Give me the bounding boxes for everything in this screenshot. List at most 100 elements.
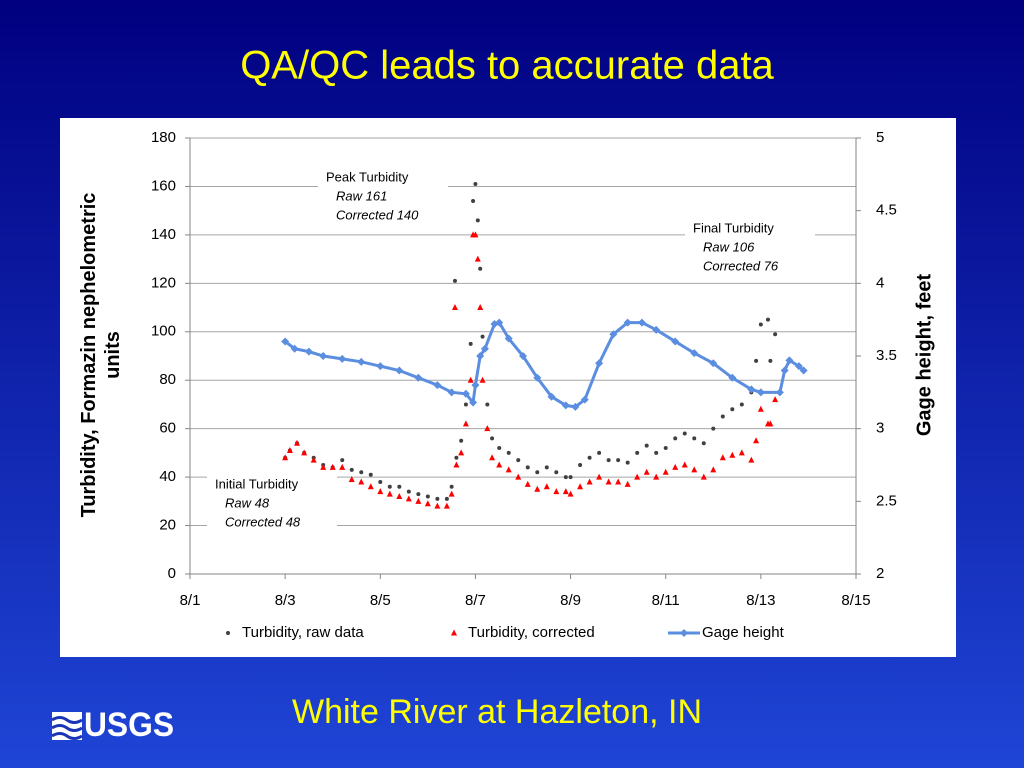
annotation-line: Raw 106 — [703, 239, 755, 254]
corrected-point — [484, 425, 491, 432]
corrected-point — [358, 478, 365, 485]
gage-point — [775, 388, 784, 397]
gage-point — [547, 392, 556, 401]
corrected-point — [424, 500, 431, 507]
corrected-point — [474, 255, 481, 262]
corrected-point — [524, 480, 531, 487]
corrected-point — [320, 463, 327, 470]
subtitle: White River at Hazleton, IN — [292, 693, 702, 731]
gage-point — [671, 337, 680, 346]
y2-axis-label: Gage height, feet — [913, 274, 935, 437]
corrected-point — [634, 473, 641, 480]
x-tick-label: 8/7 — [465, 592, 486, 609]
chart-area — [60, 118, 956, 657]
corrected-point — [448, 490, 455, 497]
logo-waves — [51, 716, 83, 740]
raw-point — [525, 465, 530, 470]
corrected-point — [451, 304, 458, 311]
corrected-point — [462, 420, 469, 427]
annotation-box — [318, 168, 448, 226]
raw-point — [468, 341, 473, 346]
x-tick-label: 8/15 — [841, 592, 870, 609]
raw-point — [568, 475, 573, 480]
corrected-point — [329, 463, 336, 470]
corrected-point — [738, 449, 745, 456]
y2-tick-label: 3.5 — [876, 347, 897, 364]
corrected-point — [586, 478, 593, 485]
y-axis-label-line: units — [102, 331, 124, 379]
corrected-point — [700, 473, 707, 480]
corrected-point — [367, 483, 374, 490]
corrected-point — [729, 451, 736, 458]
gage-point — [780, 366, 789, 375]
annotation-line: Raw 48 — [225, 495, 270, 510]
usgs-logo: USGS — [51, 706, 174, 744]
gage-point — [447, 388, 456, 397]
corrected-point — [710, 466, 717, 473]
gage-point — [623, 318, 632, 327]
raw-point — [506, 450, 511, 455]
raw-point — [754, 358, 759, 363]
raw-point — [644, 443, 649, 448]
gage-point — [476, 352, 485, 360]
gage-point — [799, 366, 808, 375]
raw-point — [490, 436, 495, 441]
raw-point — [480, 334, 485, 339]
corrected-point — [415, 497, 422, 504]
raw-point — [768, 358, 773, 363]
corrected-point — [624, 480, 631, 487]
gage-point — [609, 330, 618, 339]
gage-point — [290, 344, 299, 353]
x-tick-label: 8/1 — [180, 592, 201, 609]
corrected-point — [719, 454, 726, 461]
raw-point — [368, 472, 373, 477]
raw-point — [587, 455, 592, 460]
gage-point — [304, 347, 313, 356]
gage-point — [495, 318, 504, 327]
raw-point — [349, 467, 354, 472]
gage-point — [580, 395, 589, 404]
raw-point — [516, 458, 521, 463]
raw-point — [711, 426, 716, 431]
gage-point — [756, 388, 765, 397]
corrected-point — [615, 478, 622, 485]
raw-point — [663, 446, 668, 451]
annotation-title: Final Turbidity — [693, 220, 774, 235]
gage-point — [561, 401, 570, 410]
raw-point — [578, 463, 583, 467]
corrected-point — [286, 446, 293, 453]
gage-point — [571, 402, 580, 411]
gage-point — [747, 385, 756, 394]
corrected-point — [691, 466, 698, 473]
raw-point — [773, 332, 778, 337]
raw-point — [739, 402, 744, 407]
corrected-point — [405, 495, 412, 502]
raw-point — [720, 414, 725, 419]
y2-tick-label: 2 — [876, 565, 884, 582]
gage-point — [794, 362, 803, 371]
corrected-point — [553, 488, 560, 495]
raw-point — [473, 182, 478, 187]
y-tick-label: 100 — [151, 323, 176, 340]
raw-point — [416, 492, 421, 497]
corrected-point — [396, 492, 403, 499]
raw-point — [730, 407, 735, 412]
gage-point — [281, 337, 290, 346]
y2-tick-label: 2.5 — [876, 492, 897, 509]
raw-point — [387, 484, 392, 489]
y-tick-label: 80 — [159, 371, 176, 388]
y2-tick-label: 4.5 — [876, 202, 897, 219]
x-tick-label: 8/5 — [370, 592, 391, 609]
corrected-point — [472, 231, 479, 238]
corrected-point — [489, 454, 496, 461]
raw-point — [616, 458, 621, 463]
legend-marker — [680, 629, 688, 637]
annotation-line: Corrected 76 — [703, 258, 779, 273]
corrected-point — [672, 463, 679, 470]
corrected-point — [443, 502, 450, 509]
raw-point — [497, 446, 502, 451]
raw-point — [606, 458, 611, 463]
gage-point — [471, 381, 480, 390]
gage-point — [519, 352, 527, 360]
y-axis-label-line: Turbidity, Formazin nephelometric — [78, 193, 100, 518]
